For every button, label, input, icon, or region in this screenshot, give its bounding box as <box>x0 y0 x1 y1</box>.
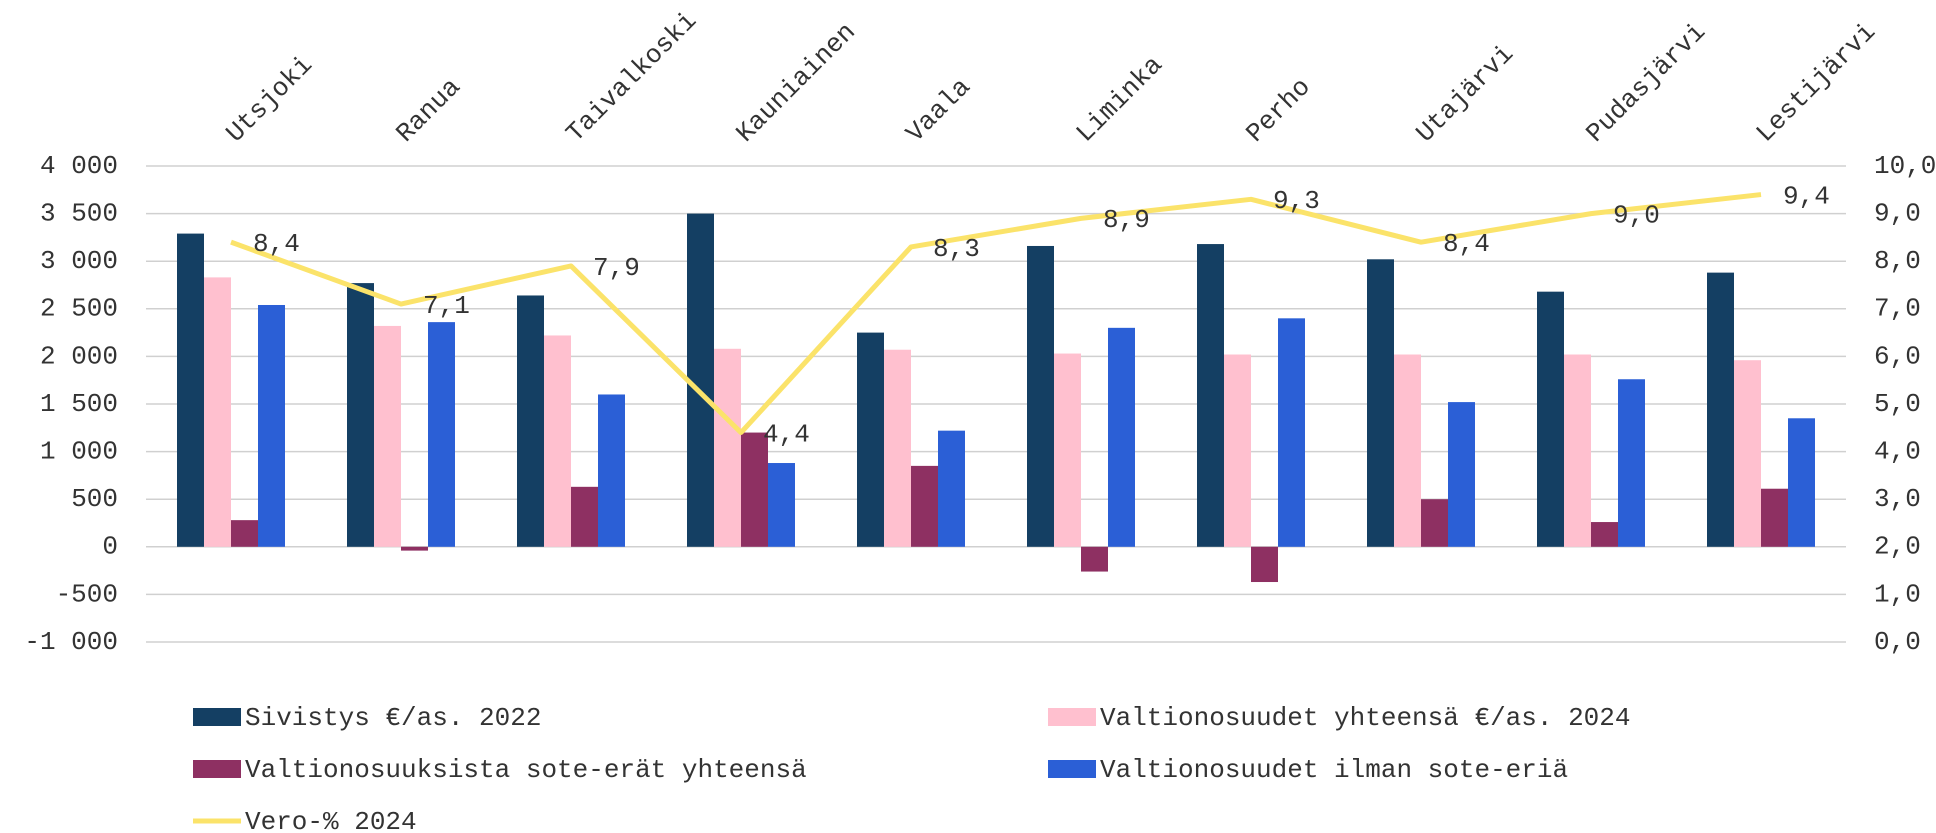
y2-tick-label: 0,0 <box>1874 627 1921 657</box>
bar <box>177 233 204 547</box>
legend-label: Valtionosuudet ilman sote-eriä <box>1100 755 1568 785</box>
y-tick-label: 4 000 <box>40 151 118 181</box>
bar <box>598 394 625 547</box>
legend-swatch <box>193 760 241 778</box>
y-tick-label: -500 <box>56 579 118 609</box>
bar <box>428 322 455 547</box>
y2-tick-label: 6,0 <box>1874 341 1921 371</box>
data-label: 8,9 <box>1103 205 1150 235</box>
x-tick-label: Lestijärvi <box>1750 17 1882 149</box>
bar <box>1448 402 1475 547</box>
y-tick-label: 2 000 <box>40 341 118 371</box>
data-label: 9,4 <box>1783 181 1830 211</box>
bar <box>231 520 258 547</box>
y-tick-label: 3 000 <box>40 246 118 276</box>
data-label: 7,1 <box>423 291 470 321</box>
bar <box>938 430 965 547</box>
bar <box>204 277 231 547</box>
data-label: 4,4 <box>763 419 810 449</box>
x-tick-label: Utsjoki <box>220 50 318 148</box>
y2-tick-label: 10,0 <box>1874 151 1936 181</box>
y-tick-label: -1 000 <box>24 627 118 657</box>
bar <box>1278 318 1305 547</box>
bar <box>374 325 401 547</box>
bar <box>768 463 795 547</box>
bar <box>347 283 374 547</box>
bar <box>1027 245 1054 547</box>
bar <box>741 432 768 547</box>
data-label: 8,4 <box>1443 229 1490 259</box>
legend-label: Sivistys €/as. 2022 <box>245 703 541 733</box>
y-tick-label: 500 <box>71 484 118 514</box>
bar <box>1591 522 1618 547</box>
legend-label: Valtionosuudet yhteensä €/as. 2024 <box>1100 703 1631 733</box>
y2-tick-label: 9,0 <box>1874 198 1921 228</box>
y2-tick-label: 2,0 <box>1874 532 1921 562</box>
x-tick-label: Liminka <box>1070 50 1168 148</box>
bar <box>687 213 714 547</box>
bar <box>1707 272 1734 547</box>
x-tick-label: Taivalkoski <box>560 6 703 149</box>
y2-tick-label: 1,0 <box>1874 579 1921 609</box>
bar <box>1108 327 1135 547</box>
bar <box>1224 354 1251 547</box>
y-tick-label: 0 <box>102 532 118 562</box>
bar <box>1734 360 1761 547</box>
y2-tick-label: 4,0 <box>1874 436 1921 466</box>
legend-swatch <box>1048 708 1096 726</box>
y2-tick-label: 3,0 <box>1874 484 1921 514</box>
x-tick-label: Utajärvi <box>1410 39 1519 148</box>
bar <box>857 332 884 547</box>
x-tick-label: Vaala <box>900 72 976 148</box>
data-label: 9,3 <box>1273 186 1320 216</box>
bar <box>1788 418 1815 547</box>
y-tick-label: 3 500 <box>40 198 118 228</box>
y2-tick-label: 5,0 <box>1874 389 1921 419</box>
y-tick-label: 2 500 <box>40 294 118 324</box>
bar <box>1394 354 1421 547</box>
data-label: 8,3 <box>933 234 980 264</box>
bar <box>401 546 428 551</box>
bar <box>1761 488 1788 547</box>
x-tick-label: Kauniainen <box>730 17 862 149</box>
legend-swatch <box>193 708 241 726</box>
legend-label: Valtionosuuksista sote-erät yhteensä <box>245 755 807 785</box>
bar <box>571 486 598 547</box>
bar <box>1054 353 1081 547</box>
data-label: 9,0 <box>1613 200 1660 230</box>
data-label: 7,9 <box>593 253 640 283</box>
x-tick-label: Ranua <box>390 72 466 148</box>
bar <box>714 348 741 547</box>
legend-swatch <box>1048 760 1096 778</box>
bar <box>1367 259 1394 547</box>
data-label: 8,4 <box>253 229 300 259</box>
bar <box>1081 546 1108 572</box>
x-tick-label: Pudasjärvi <box>1580 17 1712 149</box>
y-tick-label: 1 000 <box>40 436 118 466</box>
bar <box>911 465 938 547</box>
bar <box>1421 499 1448 547</box>
bar <box>544 335 571 547</box>
bar <box>1564 354 1591 547</box>
bar <box>1251 546 1278 583</box>
bar <box>517 295 544 547</box>
y2-tick-label: 8,0 <box>1874 246 1921 276</box>
y2-tick-label: 7,0 <box>1874 294 1921 324</box>
bar <box>1618 379 1645 547</box>
bar <box>258 304 285 547</box>
legend-label: Vero-% 2024 <box>245 807 417 833</box>
bar <box>1197 244 1224 547</box>
y-tick-label: 1 500 <box>40 389 118 419</box>
bar <box>884 349 911 547</box>
bar <box>1537 291 1564 547</box>
line <box>230 192 1762 436</box>
x-tick-label: Perho <box>1240 72 1316 148</box>
